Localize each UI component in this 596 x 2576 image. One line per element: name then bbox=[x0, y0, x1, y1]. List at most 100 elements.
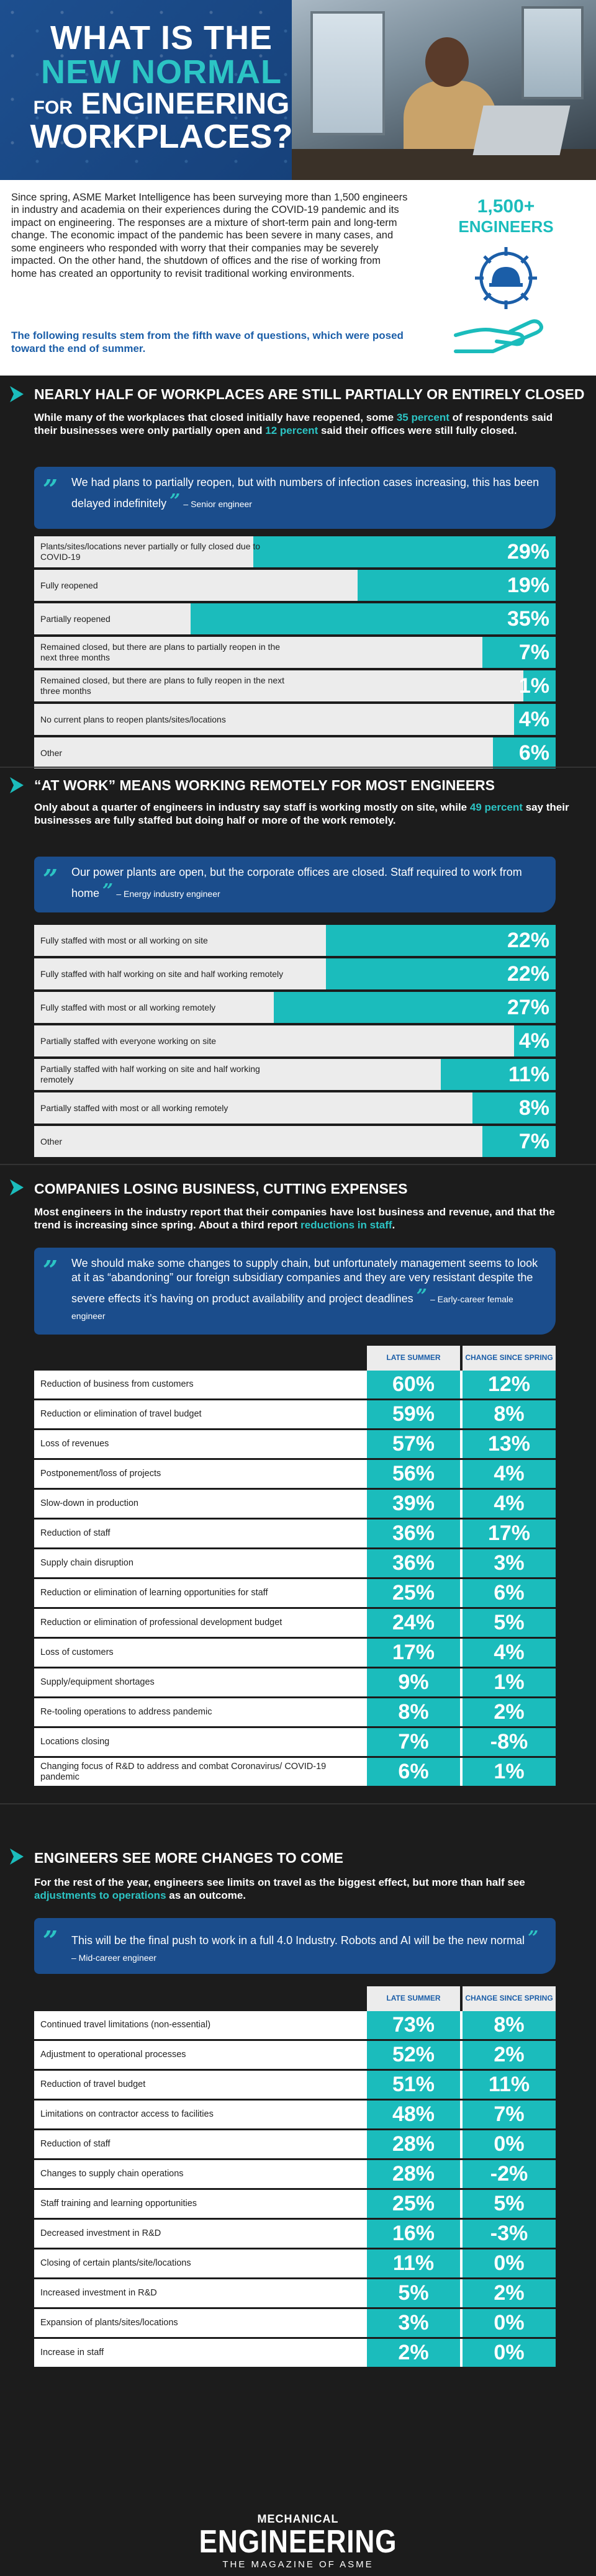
row-label: Supply/equipment shortages bbox=[40, 1677, 155, 1688]
bar-row: Fully reopened 19% bbox=[34, 570, 556, 601]
change-since-spring-value: 0% bbox=[463, 2249, 556, 2277]
table-row: Staff training and learning opportunitie… bbox=[34, 2190, 556, 2220]
change-since-spring-value: 8% bbox=[463, 2011, 556, 2039]
section4-title: ENGINEERS SEE MORE CHANGES TO COME bbox=[34, 1850, 343, 1866]
intro-body: Since spring, ASME Market Intelligence h… bbox=[11, 192, 408, 279]
row-label: Staff training and learning opportunitie… bbox=[40, 2199, 197, 2209]
bar-label: Fully staffed with half working on site … bbox=[40, 968, 284, 979]
hero-photo bbox=[292, 0, 596, 180]
bar-value: 8% bbox=[518, 1096, 549, 1120]
late-summer-value: 5% bbox=[367, 2279, 460, 2307]
section1-intro-highlight: 12 percent bbox=[265, 425, 318, 437]
bar-value: 7% bbox=[518, 640, 549, 664]
table-row: Increased investment in R&D 5% 2% bbox=[34, 2279, 556, 2309]
change-since-spring-value: 2% bbox=[463, 2279, 556, 2307]
section3-intro-b: . bbox=[392, 1219, 395, 1232]
quote-mark-icon: ” bbox=[102, 880, 114, 903]
table-row: Expansion of plants/sites/locations 3% 0% bbox=[34, 2309, 556, 2339]
row-label: Reduction or elimination of travel budge… bbox=[40, 1409, 202, 1420]
row-label: Loss of revenues bbox=[40, 1439, 109, 1449]
row-label: Closing of certain plants/site/locations bbox=[40, 2258, 191, 2269]
late-summer-value: 59% bbox=[367, 1400, 460, 1428]
late-summer-value: 24% bbox=[367, 1609, 460, 1637]
row-label: Limitations on contractor access to faci… bbox=[40, 2109, 214, 2120]
bar-value: 35% bbox=[507, 606, 549, 631]
bar-label: Remained closed, but there are plans to … bbox=[40, 675, 285, 696]
bar-row: Partially reopened 35% bbox=[34, 603, 556, 634]
section3-intro-a: Most engineers in the industry report th… bbox=[34, 1206, 555, 1232]
section3-quote: ” We should make some changes to supply … bbox=[34, 1248, 556, 1335]
bar-label: Partially staffed with most or all worki… bbox=[40, 1102, 228, 1113]
table-row: Changes to supply chain operations 28% -2% bbox=[34, 2160, 556, 2190]
bar-fill bbox=[513, 704, 556, 735]
section-divider bbox=[0, 767, 596, 768]
late-summer-value: 57% bbox=[367, 1430, 460, 1458]
section4-intro-b: as an outcome. bbox=[166, 1889, 246, 1902]
quote-text: This will be the final push to work in a… bbox=[71, 1934, 525, 1947]
photo-window bbox=[522, 6, 584, 99]
section3-table: LATE SUMMER CHANGE SINCE SPRING Reductio… bbox=[34, 1346, 556, 1788]
bar-fill bbox=[523, 670, 556, 701]
bar-value: 6% bbox=[518, 741, 549, 765]
row-label: Reduction of staff bbox=[40, 1528, 111, 1539]
bar-fill bbox=[326, 925, 556, 956]
row-label: Changing focus of R&D to address and com… bbox=[40, 1761, 327, 1782]
row-label: Locations closing bbox=[40, 1737, 110, 1747]
row-label: Loss of customers bbox=[40, 1647, 114, 1658]
change-since-spring-value: 12% bbox=[463, 1371, 556, 1398]
change-since-spring-value: 8% bbox=[463, 1400, 556, 1428]
late-summer-value: 3% bbox=[367, 2309, 460, 2337]
change-since-spring-value: 2% bbox=[463, 2041, 556, 2069]
row-label: Continued travel limitations (non-essent… bbox=[40, 2020, 211, 2030]
section1-intro-a: While many of the workplaces that closed… bbox=[34, 412, 397, 423]
chevron-right-icon bbox=[10, 1849, 24, 1865]
late-summer-value: 11% bbox=[367, 2249, 460, 2277]
section2-intro-a: Only about a quarter of engineers in ind… bbox=[34, 801, 470, 813]
change-since-spring-value: 4% bbox=[463, 1460, 556, 1488]
bar-value: 7% bbox=[518, 1129, 549, 1153]
row-label: Reduction of staff bbox=[40, 2139, 111, 2150]
quote-attribution: – Mid-career engineer bbox=[71, 1953, 156, 1963]
table-row: Reduction of business from customers 60% 1… bbox=[34, 1371, 556, 1400]
change-since-spring-value: 7% bbox=[463, 2101, 556, 2128]
table-row: Changing focus of R&D to address and com… bbox=[34, 1758, 556, 1788]
late-summer-value: 9% bbox=[367, 1669, 460, 1696]
row-label: Decreased investment in R&D bbox=[40, 2228, 161, 2239]
quote-mark-icon: ” bbox=[416, 1286, 427, 1308]
row-label: Supply chain disruption bbox=[40, 1558, 133, 1569]
logo-mechanical: MECHANICAL bbox=[257, 2513, 339, 2525]
column-header-change-since-spring: CHANGE SINCE SPRING bbox=[463, 1986, 556, 2011]
stat-label: ENGINEERS bbox=[458, 217, 554, 236]
bar-label: Other bbox=[40, 747, 63, 758]
change-since-spring-value: 4% bbox=[463, 1639, 556, 1667]
bar-value: 19% bbox=[507, 573, 549, 597]
late-summer-value: 73% bbox=[367, 2011, 460, 2039]
change-since-spring-value: -3% bbox=[463, 2220, 556, 2248]
magazine-logo: MECHANICAL ENGINEERING THE MAGAZINE OF A… bbox=[0, 2513, 596, 2570]
bar-value: 4% bbox=[518, 707, 549, 731]
quote-mark-icon: ” bbox=[43, 1255, 58, 1286]
row-label: Changes to supply chain operations bbox=[40, 2169, 184, 2179]
section3-intro: Most engineers in the industry report th… bbox=[34, 1205, 574, 1232]
table-row: Adjustment to operational processes 52% 2% bbox=[34, 2041, 556, 2071]
row-label: Re-tooling operations to address pandemi… bbox=[40, 1707, 212, 1718]
bar-label: Partially reopened bbox=[40, 613, 111, 624]
row-label: Increase in staff bbox=[40, 2348, 104, 2358]
bar-label: Other bbox=[40, 1136, 63, 1146]
late-summer-value: 39% bbox=[367, 1490, 460, 1518]
title-line-4: WORKPLACES? bbox=[30, 118, 293, 156]
photo-window bbox=[310, 11, 385, 135]
bar-label: Fully staffed with most or all working r… bbox=[40, 1002, 216, 1012]
section1-intro: While many of the workplaces that closed… bbox=[34, 411, 574, 438]
late-summer-value: 7% bbox=[367, 1728, 460, 1756]
change-since-spring-value: -2% bbox=[463, 2160, 556, 2188]
section2-intro: Only about a quarter of engineers in ind… bbox=[34, 801, 574, 827]
bar-value: 4% bbox=[518, 1029, 549, 1053]
table-row: Reduction or elimination of learning opp… bbox=[34, 1579, 556, 1609]
section1-intro-highlight: 35 percent bbox=[396, 412, 449, 423]
late-summer-value: 6% bbox=[367, 1758, 460, 1786]
bar-value: 1% bbox=[518, 673, 549, 698]
title-for: FOR bbox=[33, 97, 73, 119]
row-label: Increased investment in R&D bbox=[40, 2288, 157, 2299]
bar-label: Fully staffed with most or all working o… bbox=[40, 935, 208, 945]
